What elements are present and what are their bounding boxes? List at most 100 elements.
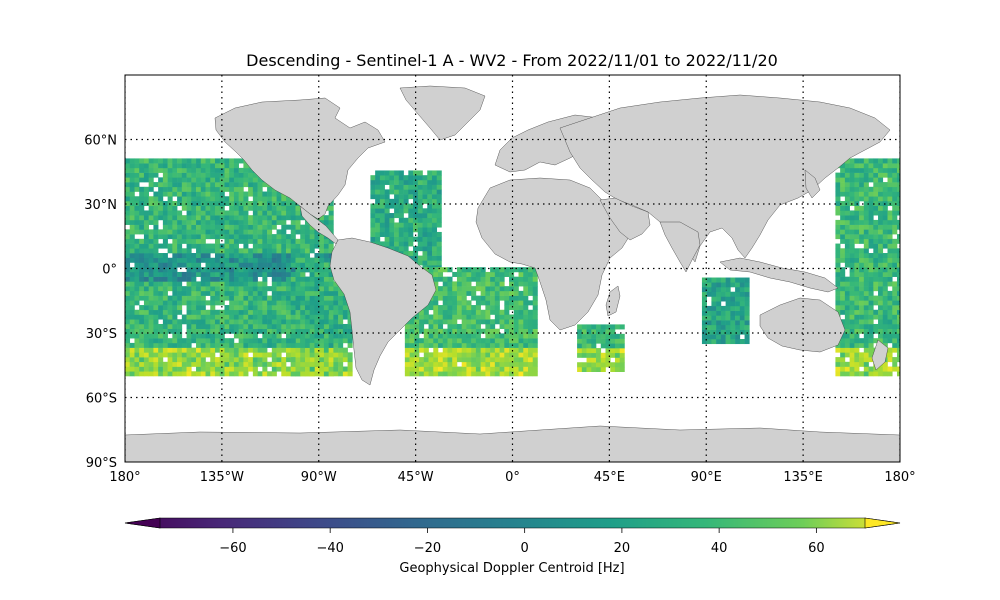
doppler-cell	[892, 186, 898, 192]
doppler-cell	[125, 319, 131, 325]
doppler-cell	[859, 257, 865, 263]
doppler-cell	[186, 328, 192, 334]
doppler-cell	[177, 276, 183, 282]
doppler-cell	[210, 257, 216, 263]
doppler-cell	[290, 347, 296, 353]
doppler-cell	[243, 371, 249, 377]
doppler-cell	[200, 342, 206, 348]
doppler-cell	[423, 319, 429, 325]
doppler-cell	[257, 361, 263, 367]
doppler-cell	[286, 328, 292, 334]
doppler-cell	[233, 182, 239, 188]
doppler-cell	[252, 229, 258, 235]
doppler-cell	[431, 184, 438, 190]
doppler-cell	[442, 328, 448, 334]
doppler-cell	[328, 200, 334, 207]
doppler-cell	[248, 323, 254, 329]
doppler-cell	[167, 347, 173, 353]
doppler-cell	[295, 253, 301, 259]
doppler-cell	[281, 257, 287, 263]
doppler-cell	[835, 182, 841, 188]
doppler-cell	[878, 186, 884, 192]
doppler-cell	[238, 253, 244, 259]
doppler-cell	[882, 366, 888, 372]
doppler-cell	[887, 305, 893, 311]
doppler-cell	[504, 338, 510, 344]
doppler-cell	[143, 281, 149, 287]
doppler-cell	[735, 324, 741, 330]
doppler-cell	[701, 305, 707, 311]
doppler-cell	[309, 229, 315, 235]
doppler-cell	[518, 319, 524, 325]
doppler-cell	[379, 198, 385, 204]
doppler-cell	[509, 286, 515, 292]
doppler-cell	[413, 179, 419, 185]
doppler-cell	[882, 342, 888, 348]
doppler-cell	[428, 361, 434, 367]
doppler-cell	[304, 366, 311, 372]
doppler-cell	[854, 186, 860, 192]
doppler-cell	[319, 281, 325, 287]
doppler-cell	[854, 248, 860, 254]
doppler-cell	[191, 182, 197, 188]
doppler-cell	[427, 170, 433, 176]
doppler-cell	[172, 342, 178, 348]
doppler-cell	[840, 366, 846, 372]
doppler-cell	[384, 208, 390, 214]
doppler-cell	[859, 191, 865, 197]
doppler-cell	[739, 282, 745, 288]
doppler-cell	[214, 210, 221, 216]
doppler-cell	[276, 257, 282, 263]
doppler-cell	[896, 163, 900, 169]
doppler-cell	[532, 352, 538, 358]
doppler-cell	[849, 215, 855, 221]
doppler-cell	[243, 286, 249, 292]
doppler-cell	[214, 333, 221, 339]
doppler-cell	[859, 215, 865, 221]
doppler-cell	[129, 200, 135, 207]
doppler-cell	[200, 219, 206, 225]
doppler-cell	[882, 361, 888, 367]
doppler-cell	[730, 277, 736, 283]
doppler-cell	[466, 300, 472, 306]
doppler-cell	[887, 172, 893, 178]
doppler-cell	[835, 200, 841, 207]
doppler-cell	[509, 361, 515, 367]
doppler-cell	[125, 191, 131, 197]
doppler-cell	[882, 323, 888, 329]
doppler-cell	[177, 196, 183, 202]
doppler-cell	[523, 290, 529, 296]
doppler-cell	[375, 203, 381, 209]
doppler-cell	[433, 314, 439, 320]
doppler-cell	[389, 175, 395, 181]
doppler-cell	[219, 295, 225, 301]
doppler-cell	[252, 309, 258, 315]
doppler-cell	[577, 329, 583, 335]
doppler-cell	[413, 217, 419, 223]
doppler-cell	[835, 196, 841, 202]
doppler-cell	[191, 257, 197, 263]
doppler-cell	[276, 271, 282, 277]
landmass-india	[659, 221, 701, 273]
doppler-cell	[338, 352, 344, 358]
doppler-cell	[379, 213, 385, 219]
doppler-cell	[422, 194, 428, 200]
doppler-cell	[523, 347, 529, 353]
doppler-cell	[404, 361, 410, 367]
doppler-cell	[286, 234, 292, 240]
doppler-cell	[214, 281, 221, 287]
doppler-cell	[229, 338, 235, 344]
doppler-cell	[177, 333, 183, 339]
doppler-cell	[423, 333, 429, 339]
doppler-cell	[384, 189, 390, 195]
doppler-cell	[485, 323, 491, 329]
doppler-cell	[191, 224, 197, 230]
doppler-cell	[200, 205, 206, 211]
doppler-cell	[442, 300, 448, 306]
doppler-cell	[319, 262, 325, 268]
doppler-cell	[873, 248, 879, 254]
doppler-cell	[219, 248, 225, 254]
doppler-cell	[896, 276, 900, 282]
doppler-cell	[224, 286, 230, 292]
doppler-cell	[224, 309, 230, 315]
